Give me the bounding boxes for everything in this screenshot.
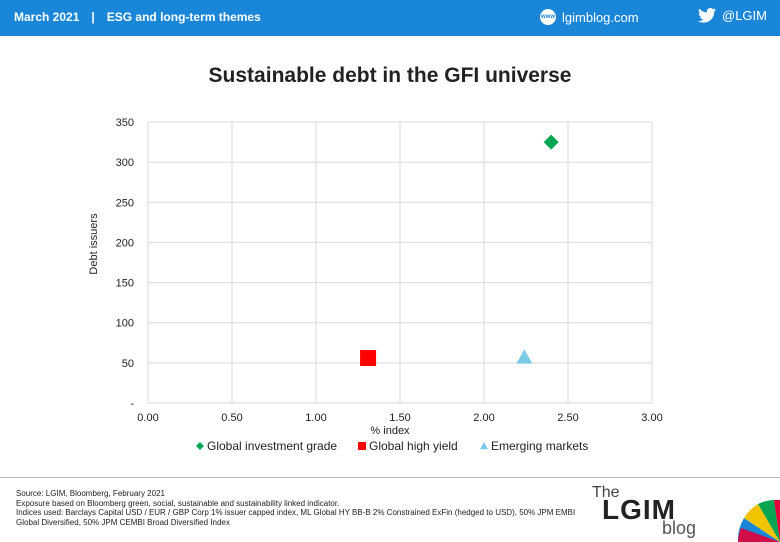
y-tick-label: 200 bbox=[116, 237, 134, 249]
logo-lgim: LGIM bbox=[602, 494, 676, 525]
y-tick-label: 150 bbox=[116, 278, 134, 290]
logo-the: The bbox=[592, 484, 620, 501]
legend-marker-triangle bbox=[480, 442, 488, 450]
chart-legend: Global investment grade Global high yield… bbox=[196, 439, 588, 453]
header-bar: March 2021 | ESG and long-term themes www … bbox=[0, 0, 780, 36]
x-tick-label: 0.00 bbox=[137, 412, 158, 424]
legend-label: Emerging markets bbox=[491, 439, 588, 453]
data-point-square bbox=[360, 350, 377, 367]
y-tick-label: 300 bbox=[116, 157, 134, 169]
header-separator: | bbox=[91, 10, 95, 24]
x-tick-label: 3.00 bbox=[641, 412, 662, 424]
y-axis-label: Debt issuers bbox=[88, 213, 100, 275]
y-tick-label: - bbox=[130, 398, 134, 410]
header-section: ESG and long-term themes bbox=[106, 10, 261, 24]
chart-title: Sustainable debt in the GFI universe bbox=[208, 64, 572, 87]
chart-markers bbox=[360, 134, 559, 367]
twitter-link[interactable]: @LGIM bbox=[698, 8, 767, 23]
chart-grid bbox=[147, 121, 653, 404]
x-tick-label: 1.00 bbox=[305, 412, 326, 424]
data-point-triangle bbox=[516, 349, 533, 364]
y-tick-label: 350 bbox=[116, 117, 134, 129]
lgim-blog-logo: The LGIM blog bbox=[588, 484, 780, 542]
x-axis-label: % index bbox=[370, 425, 410, 437]
x-tick-label: 2.00 bbox=[473, 412, 494, 424]
y-tick-label: 100 bbox=[116, 318, 134, 330]
y-tick-label: 50 bbox=[122, 358, 134, 370]
chart-ticks: 0.00 0.50 1.00 1.50 2.00 2.50 3.00 - 50 100 150 200… bbox=[116, 117, 663, 424]
indices-line: Indices used: Barclays Capital USD / EUR… bbox=[16, 508, 576, 527]
blog-url: lgimblog.com bbox=[562, 9, 639, 25]
data-point-diamond bbox=[543, 134, 559, 150]
x-tick-label: 1.50 bbox=[389, 412, 410, 424]
exposure-line: Exposure based on Bloomberg green, socia… bbox=[16, 498, 340, 508]
source-notes: Source: LGIM, Bloomberg, February 2021 E… bbox=[16, 489, 576, 527]
logo-blog: blog bbox=[662, 518, 697, 538]
x-tick-label: 2.50 bbox=[557, 412, 578, 424]
legend-label: Global investment grade bbox=[207, 439, 337, 453]
header-date: March 2021 bbox=[14, 10, 80, 24]
twitter-bird-icon bbox=[698, 8, 716, 23]
x-tick-label: 0.50 bbox=[221, 412, 242, 424]
globe-icon: www bbox=[540, 9, 556, 25]
legend-marker-diamond bbox=[196, 442, 204, 450]
footer-divider bbox=[0, 477, 780, 478]
legend-marker-square bbox=[358, 442, 366, 450]
blog-link[interactable]: www lgimblog.com bbox=[540, 9, 639, 25]
umbrella-icon bbox=[737, 499, 780, 542]
source-line: Source: LGIM, Bloomberg, February 2021 bbox=[16, 489, 165, 498]
twitter-handle: @LGIM bbox=[722, 8, 767, 23]
scatter-chart: 0.00 0.50 1.00 1.50 2.00 2.50 3.00 - 50 100 150 200… bbox=[88, 117, 663, 453]
y-tick-label: 250 bbox=[116, 197, 134, 209]
legend-label: Global high yield bbox=[369, 439, 458, 453]
header-left: March 2021 | ESG and long-term themes bbox=[14, 10, 261, 24]
